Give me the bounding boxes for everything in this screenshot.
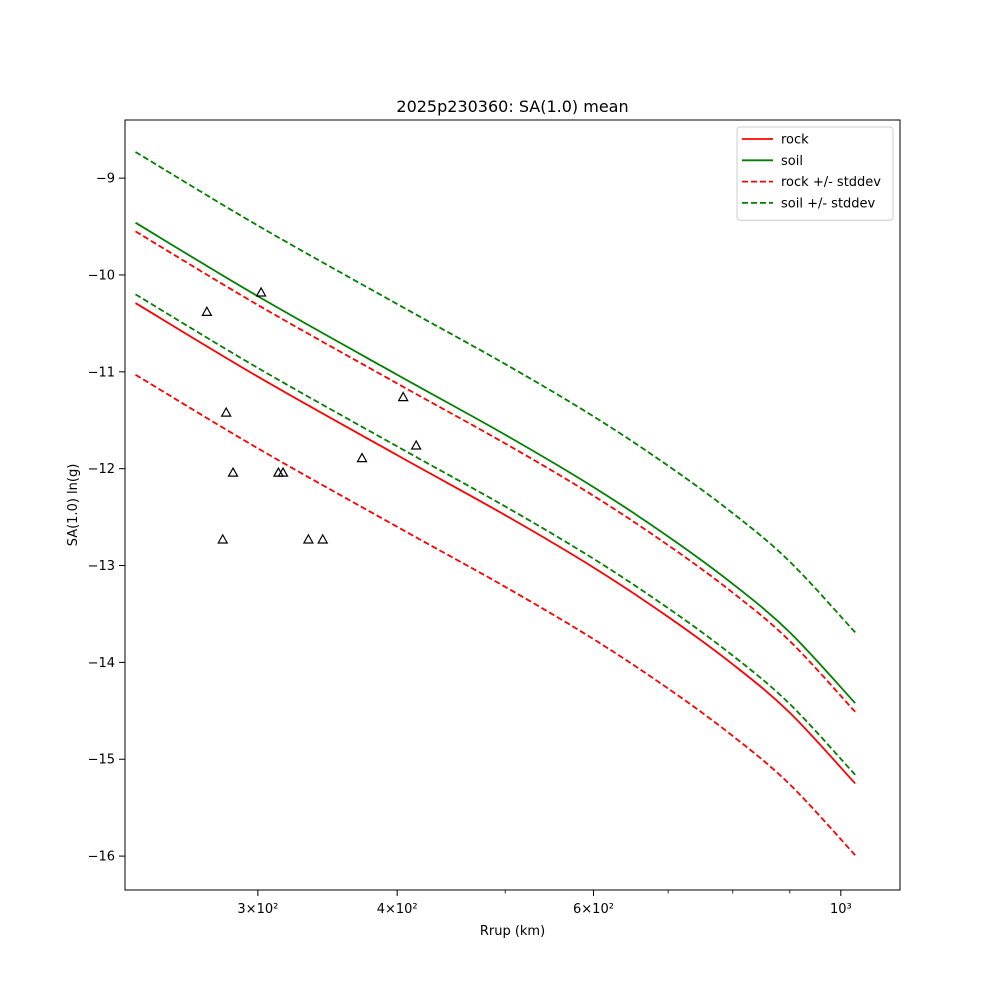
series-line-stddev-3	[135, 373, 856, 856]
y-tick-label: −12	[88, 462, 115, 477]
y-tick-label: −10	[88, 268, 115, 283]
x-axis: 3×10² 4×10² 6×10² 10³	[237, 890, 852, 917]
y-tick-label: −11	[88, 365, 115, 380]
y-tick-label: −9	[96, 172, 115, 187]
observation-marker	[356, 452, 368, 463]
legend: rock soil rock +/- stddev soil +/- stddev	[736, 126, 894, 221]
observation-marker	[220, 406, 232, 417]
x-axis-label: Rrup (km)	[480, 924, 545, 939]
y-tick-label: −13	[88, 559, 115, 574]
plot-area	[135, 151, 856, 856]
observation-marker	[227, 466, 239, 477]
y-tick-label: −16	[88, 850, 115, 865]
observation-marker	[201, 306, 213, 316]
x-tick-label: 3×10²	[237, 902, 278, 917]
x-tick-label: 4×10²	[377, 902, 418, 917]
y-axis: −9 −10 −11 −12 −13 −14 −15 −16	[88, 172, 125, 865]
legend-label: rock	[781, 133, 809, 148]
x-tick-label: 10³	[830, 902, 852, 917]
observation-marker	[397, 391, 409, 402]
legend-label: rock +/- stddev	[781, 175, 881, 190]
legend-label: soil	[781, 154, 803, 169]
legend-box	[736, 126, 894, 221]
series-line-stddev-5	[135, 293, 856, 776]
observation-marker	[317, 533, 329, 544]
observation-marker	[255, 286, 267, 297]
observation-marker	[302, 533, 314, 544]
y-axis-label: SA(1.0) ln(g)	[66, 464, 81, 547]
series-line-soil	[135, 221, 856, 704]
legend-label: soil +/- stddev	[781, 196, 876, 211]
x-tick-label: 6×10²	[573, 902, 614, 917]
y-tick-label: −14	[88, 656, 115, 671]
series-line-rock	[135, 302, 856, 785]
plot-frame	[124, 119, 901, 891]
observation-marker	[410, 439, 422, 450]
observation-marker	[217, 533, 229, 544]
series-line-soil-stddev	[135, 151, 856, 633]
observation-marker	[277, 466, 289, 477]
y-tick-label: −15	[88, 753, 115, 768]
chart-title: 2025p230360: SA(1.0) mean	[396, 97, 628, 116]
series-line-rock-stddev	[135, 230, 856, 713]
